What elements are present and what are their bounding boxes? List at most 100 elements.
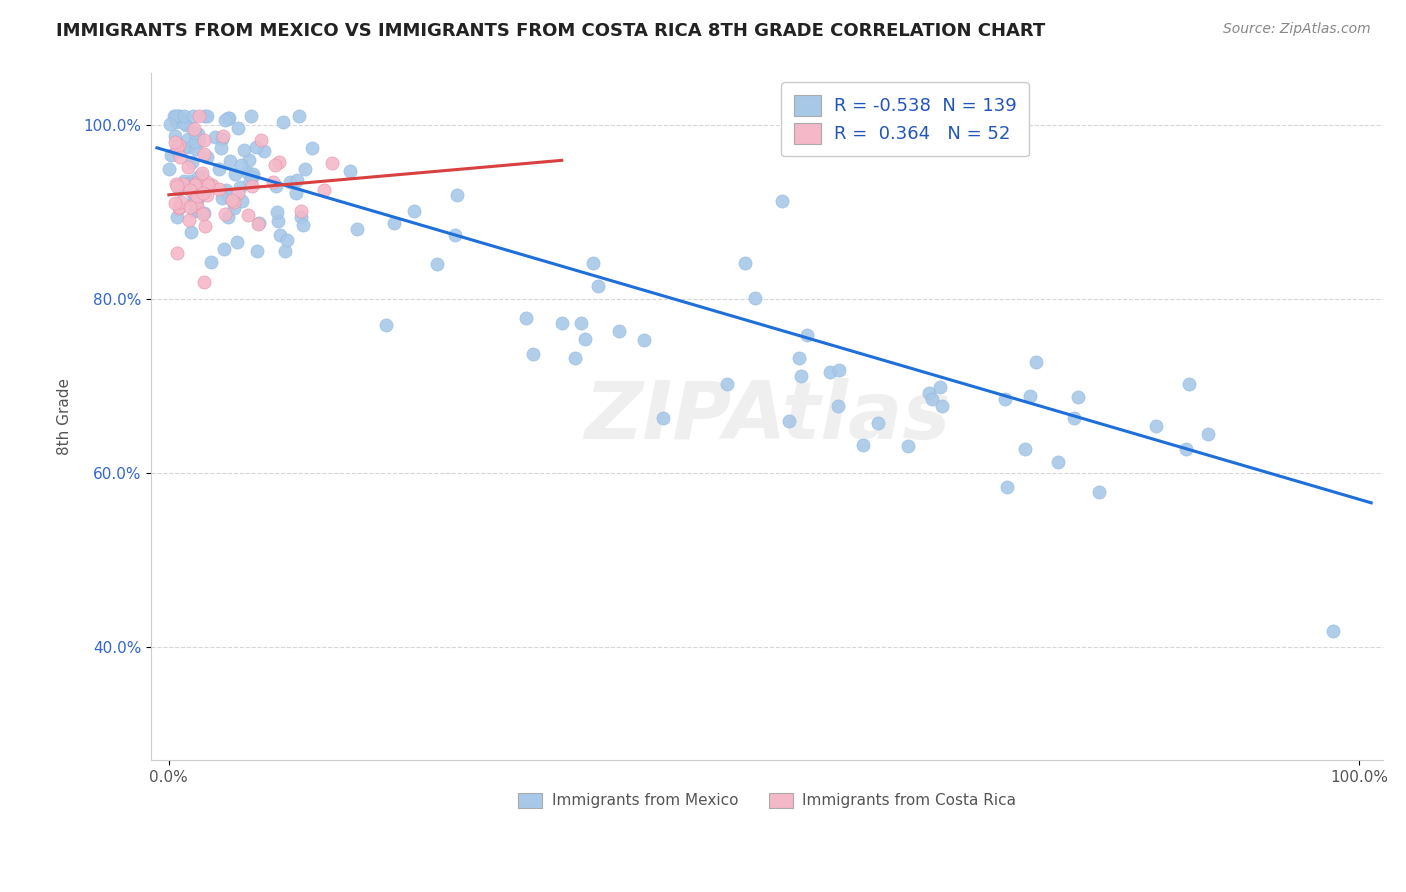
Point bbox=[278, 175, 301, 189]
Point bbox=[187, 191, 209, 205]
Point bbox=[716, 376, 738, 391]
Point bbox=[224, 168, 246, 182]
Point bbox=[1047, 455, 1070, 469]
Point bbox=[607, 324, 630, 338]
Point bbox=[184, 126, 207, 140]
Point bbox=[929, 380, 952, 394]
Point bbox=[226, 235, 249, 249]
Point bbox=[242, 167, 264, 181]
Point bbox=[564, 351, 586, 366]
Y-axis label: 8th Grade: 8th Grade bbox=[58, 378, 72, 455]
Point bbox=[1197, 427, 1219, 442]
Point bbox=[229, 180, 252, 194]
Point bbox=[219, 153, 242, 168]
Point bbox=[163, 195, 186, 210]
Point bbox=[787, 351, 810, 366]
Point bbox=[994, 392, 1017, 406]
Point bbox=[191, 166, 214, 180]
Point bbox=[652, 411, 675, 425]
Point bbox=[222, 194, 245, 209]
Point bbox=[446, 188, 468, 202]
Point bbox=[166, 113, 188, 128]
Point bbox=[240, 110, 263, 124]
Point bbox=[165, 110, 187, 124]
Point bbox=[186, 177, 208, 191]
Point bbox=[212, 242, 235, 256]
Point bbox=[194, 219, 217, 233]
Point bbox=[193, 134, 215, 148]
Point bbox=[187, 169, 209, 184]
Point bbox=[226, 120, 249, 135]
Point bbox=[269, 155, 291, 169]
Point bbox=[195, 187, 218, 202]
Point bbox=[582, 256, 605, 270]
Point bbox=[221, 193, 243, 207]
Point bbox=[312, 183, 335, 197]
Point bbox=[195, 150, 218, 164]
Point bbox=[201, 178, 224, 192]
Point bbox=[240, 169, 263, 184]
Point bbox=[173, 116, 195, 130]
Point bbox=[177, 131, 200, 145]
Point bbox=[291, 218, 314, 232]
Point bbox=[194, 110, 217, 124]
Point bbox=[269, 228, 291, 243]
Point bbox=[1088, 485, 1111, 500]
Text: ZIPAtlas: ZIPAtlas bbox=[583, 377, 950, 456]
Point bbox=[186, 199, 208, 213]
Point bbox=[217, 210, 239, 224]
Point bbox=[214, 207, 236, 221]
Point bbox=[184, 135, 207, 149]
Text: IMMIGRANTS FROM MEXICO VS IMMIGRANTS FROM COSTA RICA 8TH GRADE CORRELATION CHART: IMMIGRANTS FROM MEXICO VS IMMIGRANTS FRO… bbox=[56, 22, 1046, 40]
Point bbox=[169, 150, 191, 164]
Point bbox=[180, 174, 202, 188]
Point bbox=[169, 138, 191, 153]
Point bbox=[183, 193, 205, 207]
Point bbox=[790, 368, 813, 383]
Point bbox=[159, 117, 181, 131]
Point bbox=[852, 438, 875, 452]
Point bbox=[263, 158, 285, 172]
Point bbox=[172, 177, 194, 191]
Point bbox=[276, 233, 298, 247]
Point bbox=[200, 254, 222, 268]
Point bbox=[226, 186, 249, 200]
Point bbox=[425, 257, 447, 271]
Point bbox=[918, 385, 941, 400]
Point bbox=[339, 164, 361, 178]
Point bbox=[827, 399, 849, 413]
Point bbox=[166, 245, 188, 260]
Point bbox=[247, 218, 270, 232]
Point bbox=[274, 244, 297, 259]
Point bbox=[195, 110, 218, 124]
Point bbox=[181, 155, 204, 169]
Point bbox=[187, 133, 209, 147]
Point bbox=[179, 200, 201, 214]
Point bbox=[191, 169, 214, 183]
Point bbox=[921, 392, 943, 406]
Point bbox=[229, 158, 252, 172]
Point bbox=[173, 174, 195, 188]
Point bbox=[245, 140, 267, 154]
Point bbox=[172, 141, 194, 155]
Point bbox=[165, 115, 187, 129]
Point bbox=[177, 212, 200, 227]
Point bbox=[374, 318, 396, 333]
Point bbox=[191, 207, 214, 221]
Point bbox=[734, 255, 756, 269]
Point bbox=[224, 201, 246, 215]
Point bbox=[931, 400, 953, 414]
Point bbox=[218, 111, 240, 125]
Point bbox=[828, 363, 851, 377]
Point bbox=[444, 227, 467, 242]
Point bbox=[167, 182, 190, 196]
Point bbox=[187, 184, 209, 198]
Point bbox=[193, 275, 215, 289]
Point bbox=[211, 191, 233, 205]
Point bbox=[522, 347, 544, 361]
Point bbox=[778, 414, 800, 428]
Point bbox=[240, 178, 263, 193]
Point bbox=[187, 182, 209, 196]
Point bbox=[184, 196, 207, 211]
Point bbox=[866, 417, 889, 431]
